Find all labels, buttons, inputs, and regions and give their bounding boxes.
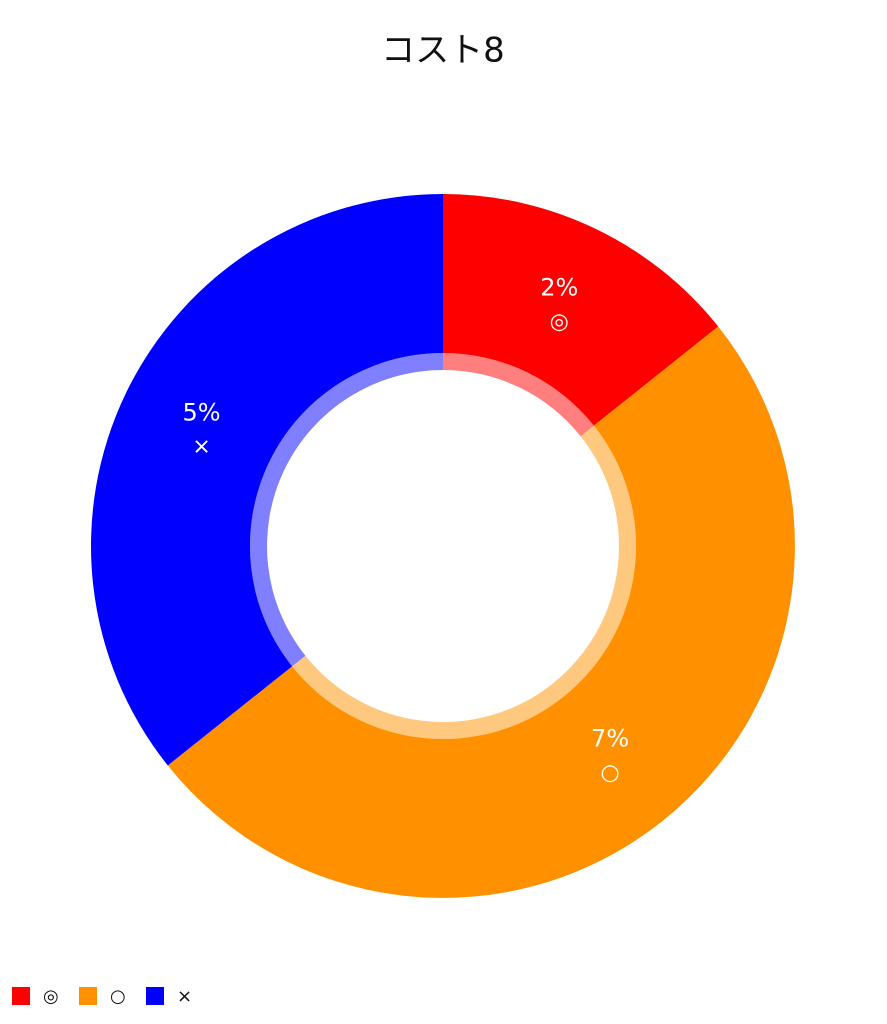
slice-inner-ring bbox=[250, 353, 443, 667]
data-label: 5% bbox=[183, 399, 221, 427]
data-label-category: ○ bbox=[600, 761, 619, 786]
legend-swatch bbox=[12, 987, 30, 1005]
data-label: 2% bbox=[540, 274, 578, 302]
data-label-category: × bbox=[192, 435, 210, 460]
slice-inner-ring bbox=[443, 353, 594, 437]
legend-swatch bbox=[146, 987, 164, 1005]
legend-label: × bbox=[177, 986, 192, 1007]
data-label: 7% bbox=[591, 725, 629, 753]
legend-label: ◎ bbox=[43, 986, 59, 1007]
legend-swatch bbox=[79, 987, 97, 1005]
data-label-category: ◎ bbox=[550, 310, 569, 335]
slice-inner-ring bbox=[292, 425, 636, 739]
slice bbox=[443, 194, 719, 426]
slice bbox=[91, 194, 443, 766]
legend-label: ○ bbox=[110, 986, 126, 1007]
chart-title: コスト8 bbox=[381, 31, 505, 71]
slice bbox=[167, 326, 795, 898]
